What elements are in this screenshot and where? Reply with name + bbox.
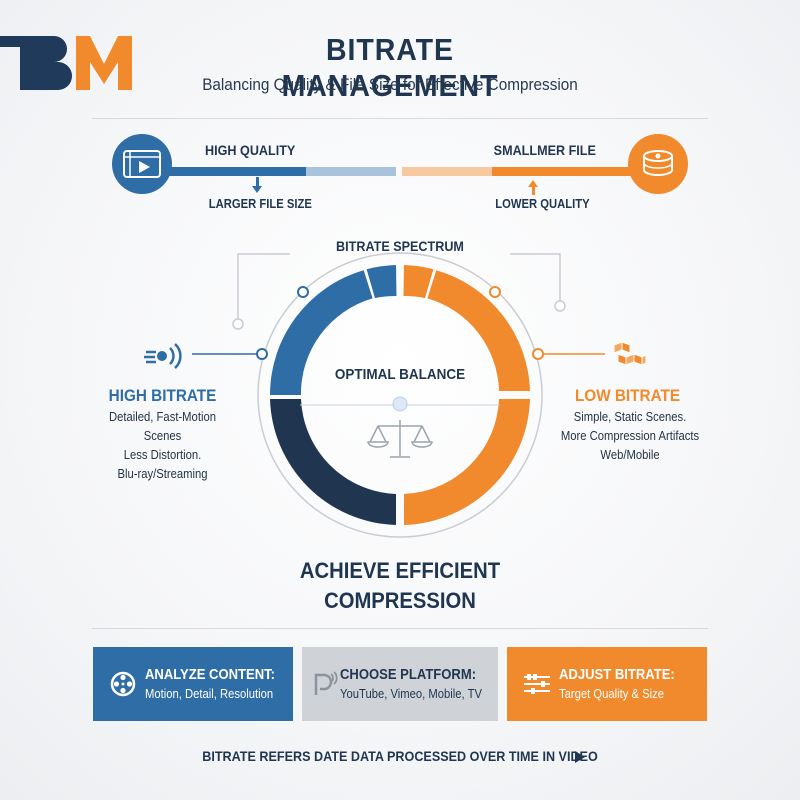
- choose-platform-sub: YouTube, Vimeo, Mobile, TV: [340, 687, 483, 701]
- high-bitrate-title: HIGH BITRATE: [108, 386, 217, 405]
- achieve-heading: ACHIEVE EFFICIENT COMPRESSION: [271, 556, 529, 616]
- high-bitrate-line: Detailed, Fast-Motion Scenes: [109, 410, 216, 443]
- bar-blue: [160, 167, 306, 176]
- up-arrow-icon: [528, 180, 538, 195]
- balance-glow: [392, 396, 408, 412]
- logo-b: [0, 36, 72, 90]
- low-bitrate-line: More Compression Artifacts: [560, 429, 700, 443]
- low-bitrate-line: Simple, Static Scenes.: [573, 410, 687, 424]
- boxes-icon: [613, 341, 646, 366]
- page-subtitle: Balancing Quality & File Size for Effect…: [202, 75, 578, 94]
- bitrate-donut: [192, 252, 605, 538]
- low-bitrate-line: Web/Mobile: [600, 448, 660, 462]
- down-arrow-icon: [252, 177, 262, 193]
- platform-logo-icon: [310, 669, 340, 699]
- high-bitrate-line: Less Distortion.: [123, 448, 202, 462]
- choose-platform-card: CHOOSE PLATFORM: YouTube, Vimeo, Mobile,…: [302, 647, 498, 721]
- ring-node-right: [532, 348, 544, 360]
- choose-platform-title: CHOOSE PLATFORM:: [340, 667, 477, 683]
- film-reel-icon: [101, 670, 145, 698]
- section-divider: [92, 628, 708, 629]
- outer-ring: [257, 252, 543, 538]
- disc-stack-icon: [628, 134, 688, 194]
- play-arrow-icon[interactable]: [573, 749, 587, 765]
- adjust-bitrate-title: ADJUST BITRATE:: [559, 667, 675, 683]
- smaller-file-label: SMALLMER FILE: [493, 142, 596, 158]
- low-bitrate-details: Simple, Static Scenes. More Compression …: [550, 408, 710, 465]
- ring-node-left: [256, 348, 268, 360]
- tradeoff-bar: [112, 134, 688, 195]
- segment-mid-blue: [366, 265, 397, 299]
- segment-low-orange-bottom: [404, 399, 530, 525]
- page-title: BITRATE MANAGEMENT: [281, 32, 499, 103]
- ring-node-right-top: [489, 286, 501, 298]
- ring-node-left-top: [297, 286, 309, 298]
- signal-waves-icon: [144, 343, 182, 369]
- footer-text: BITRATE REFERS DATE DATA PROCESSED OVER …: [202, 748, 598, 764]
- spectrum-title: BITRATE SPECTRUM: [336, 238, 464, 254]
- analyze-content-card: ANALYZE CONTENT: Motion, Detail, Resolut…: [93, 647, 293, 721]
- high-bitrate-line: Blu-ray/Streaming: [117, 467, 208, 481]
- analyze-content-sub: Motion, Detail, Resolution: [145, 687, 274, 701]
- achieve-line-2: COMPRESSION: [324, 588, 476, 613]
- bar-light-orange: [402, 167, 492, 176]
- low-bitrate-title: LOW BITRATE: [574, 386, 681, 405]
- lower-quality-label: LOWER QUALITY: [495, 197, 590, 211]
- scale-icon: [367, 420, 433, 458]
- logo-m: [76, 36, 132, 90]
- larger-file-size-label: LARGER FILE SIZE: [208, 197, 312, 211]
- spectrum-bracket: [237, 253, 561, 320]
- adjust-bitrate-sub: Target Quality & Size: [559, 687, 665, 701]
- high-bitrate-details: Detailed, Fast-Motion Scenes Less Distor…: [90, 408, 235, 484]
- achieve-line-1: ACHIEVE EFFICIENT: [299, 558, 501, 583]
- header-divider: [92, 118, 708, 119]
- logo: [0, 36, 132, 90]
- high-quality-label: HIGH QUALITY: [205, 142, 296, 158]
- segment-low-orange: [427, 270, 530, 391]
- optimal-balance-label: OPTIMAL BALANCE: [334, 366, 466, 383]
- segment-high-navy: [270, 399, 396, 525]
- bar-light-blue: [306, 167, 396, 176]
- bar-orange: [492, 167, 642, 176]
- adjust-bitrate-card: ADJUST BITRATE: Target Quality & Size: [507, 647, 707, 721]
- video-player-icon: [112, 134, 172, 194]
- bracket-node-right: [554, 300, 566, 312]
- sliders-icon: [515, 671, 559, 697]
- segment-high-blue: [270, 270, 373, 395]
- segment-mid-orange: [403, 265, 434, 299]
- analyze-content-title: ANALYZE CONTENT:: [145, 667, 276, 683]
- bracket-node-left: [232, 318, 244, 330]
